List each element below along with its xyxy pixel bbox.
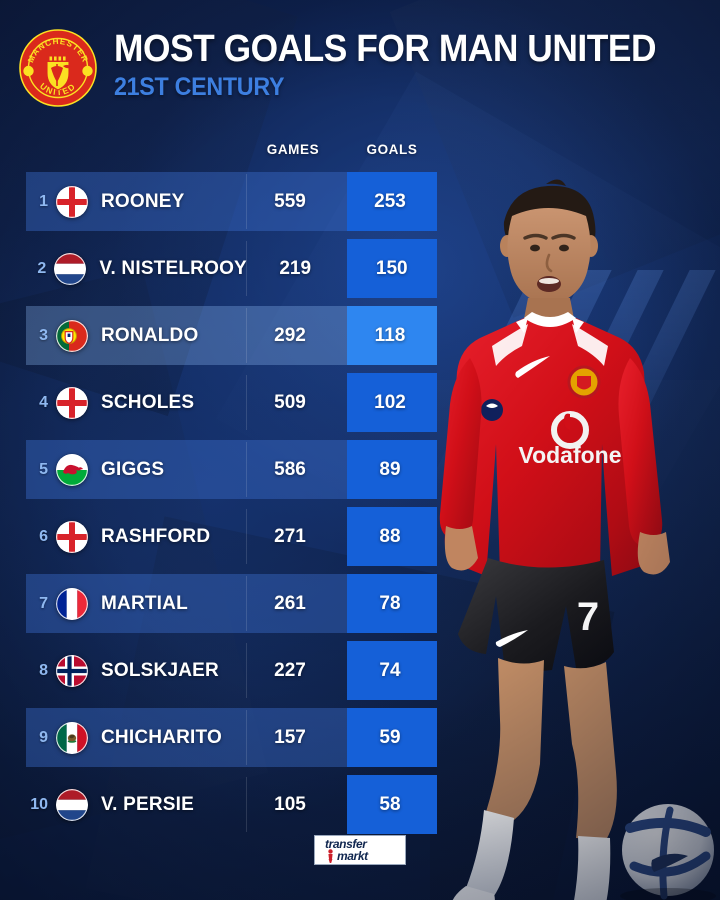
flag-portugal-icon <box>56 319 88 352</box>
games-value: 509 <box>274 391 306 413</box>
flag-england-icon <box>56 386 88 419</box>
svg-text:7: 7 <box>577 595 599 639</box>
logo-text-markt: markt <box>337 849 368 863</box>
rank-number: 1 <box>39 192 48 210</box>
goals-value: 102 <box>374 391 406 413</box>
logo-text-transfer: transfer <box>325 837 367 851</box>
games-value: 227 <box>274 659 306 681</box>
transfermarkt-logo: transfer markt <box>314 835 406 865</box>
table-row: 8 SOLSKJAER 227 74 <box>0 637 440 704</box>
table-row: 3 RONALDO 292 118 <box>0 302 440 369</box>
page-subtitle: 21ST CENTURY <box>114 73 285 101</box>
player-name: RASHFORD <box>101 525 211 547</box>
player-name: MARTIAL <box>101 592 188 614</box>
rank-number: 9 <box>39 728 48 746</box>
rank-number: 6 <box>39 527 48 545</box>
goals-value: 78 <box>379 592 401 614</box>
flag-netherlands-icon <box>54 252 87 285</box>
player-name: V. NISTELROOY <box>99 257 247 279</box>
rank-number: 10 <box>30 795 48 813</box>
flag-france-icon <box>56 587 88 620</box>
logo-figure-icon <box>328 849 333 863</box>
goals-value: 59 <box>379 726 401 748</box>
games-value: 292 <box>274 324 306 346</box>
page-title: MOST GOALS FOR MAN UNITED <box>114 28 657 70</box>
flag-england-icon <box>56 185 88 218</box>
flag-netherlands-icon <box>56 788 88 821</box>
games-value: 261 <box>274 592 306 614</box>
column-header-goals: GOALS <box>366 142 418 157</box>
column-headers: GAMES GOALS <box>0 142 440 162</box>
player-name: V. PERSIE <box>101 793 194 815</box>
rank-number: 4 <box>39 393 48 411</box>
player-name: GIGGS <box>101 458 165 480</box>
goals-value: 89 <box>379 458 401 480</box>
goals-value: 88 <box>379 525 401 547</box>
flag-wales-icon <box>56 453 88 486</box>
games-value: 219 <box>279 257 312 279</box>
poster-header: MANCHESTER UNITED MOST GOALS FO <box>0 0 720 130</box>
games-value: 105 <box>274 793 306 815</box>
flag-norway-icon <box>56 654 88 687</box>
table-row: 5 GIGGS 586 89 <box>0 436 440 503</box>
cristiano-ronaldo-photo: Vodafone 7 <box>420 160 720 900</box>
table-row: 4 SCHOLES 509 102 <box>0 369 440 436</box>
games-value: 157 <box>274 726 306 748</box>
player-name: SCHOLES <box>101 391 195 413</box>
player-name: SOLSKJAER <box>101 659 219 681</box>
rank-number: 8 <box>39 661 48 679</box>
table-row: 2 V. NISTELROOY 219 150 <box>0 235 440 302</box>
flag-england-icon <box>56 520 88 553</box>
table-row: 6 RASHFORD 271 88 <box>0 503 440 570</box>
player-name: RONALDO <box>101 324 199 346</box>
player-name: ROONEY <box>101 190 185 212</box>
table-row: 9 CHICHARITO 157 59 <box>0 704 440 771</box>
rank-number: 2 <box>37 259 47 277</box>
table-row: 1 ROONEY 559 253 <box>0 168 440 235</box>
column-header-games: GAMES <box>266 142 320 157</box>
goals-value: 58 <box>379 793 401 815</box>
ranking-table: 1 ROONEY 559 253 2 V. NISTELROOY 219 150 3 RONALD… <box>0 168 440 838</box>
goals-value: 150 <box>375 257 408 279</box>
goals-value: 74 <box>379 659 401 681</box>
title-group: MOST GOALS FOR MAN UNITED 21ST CENTURY <box>114 30 697 100</box>
games-value: 586 <box>274 458 306 480</box>
goals-value: 118 <box>374 324 406 346</box>
table-row: 10 V. PERSIE 105 58 <box>0 771 440 838</box>
rank-number: 5 <box>39 460 48 478</box>
rank-number: 7 <box>39 594 48 612</box>
games-value: 271 <box>274 525 306 547</box>
games-value: 559 <box>274 190 306 212</box>
table-row: 7 MARTIAL 261 78 <box>0 570 440 637</box>
svg-text:Vodafone: Vodafone <box>518 442 621 468</box>
flag-mexico-icon <box>56 721 88 754</box>
manchester-united-crest-icon: MANCHESTER UNITED <box>18 28 98 108</box>
player-name: CHICHARITO <box>101 726 222 748</box>
rank-number: 3 <box>39 326 48 344</box>
goals-value: 253 <box>374 190 406 212</box>
